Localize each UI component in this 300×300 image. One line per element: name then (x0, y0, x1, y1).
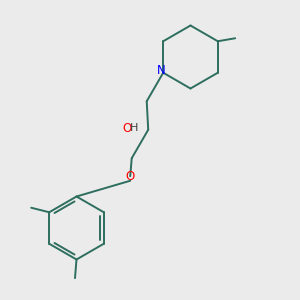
Text: O: O (122, 122, 132, 135)
Text: H: H (130, 123, 139, 133)
Text: N: N (156, 64, 165, 77)
Text: O: O (126, 170, 135, 183)
